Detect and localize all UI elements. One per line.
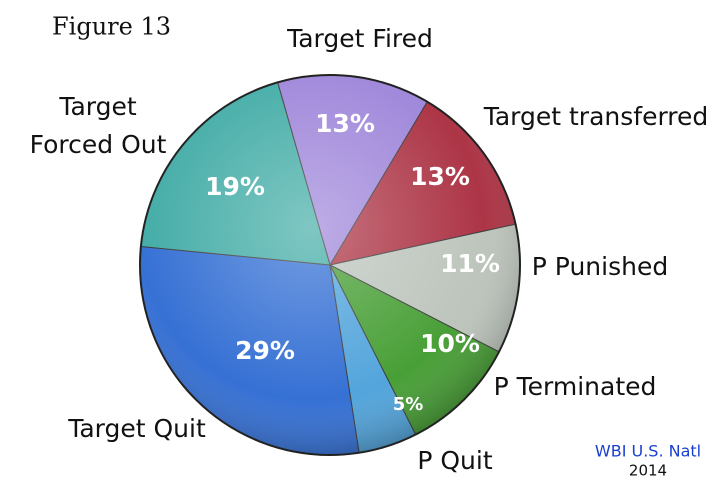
slice-label: Target Fired [286, 24, 433, 53]
slice-label: Target Forced Out [30, 92, 167, 159]
value-label: 5% [393, 394, 424, 415]
value-label: 13% [315, 109, 375, 138]
slice-label: P Quit [417, 446, 492, 475]
slice-label: Target Quit [67, 414, 206, 443]
pie-shine [139, 74, 521, 456]
value-label: 11% [440, 249, 500, 278]
slice-label: P Punished [532, 252, 668, 281]
value-label: 10% [420, 329, 480, 358]
slice-label: P Terminated [494, 372, 657, 401]
value-label: 13% [410, 162, 470, 191]
chart-title: Figure 13 [52, 13, 171, 41]
value-label: 19% [205, 172, 265, 201]
source: WBI U.S. Natl [595, 442, 701, 461]
source-year: 2014 [629, 462, 667, 480]
value-label: 29% [235, 336, 295, 365]
pie [139, 74, 521, 456]
slice-label: Target transferred [483, 102, 709, 131]
